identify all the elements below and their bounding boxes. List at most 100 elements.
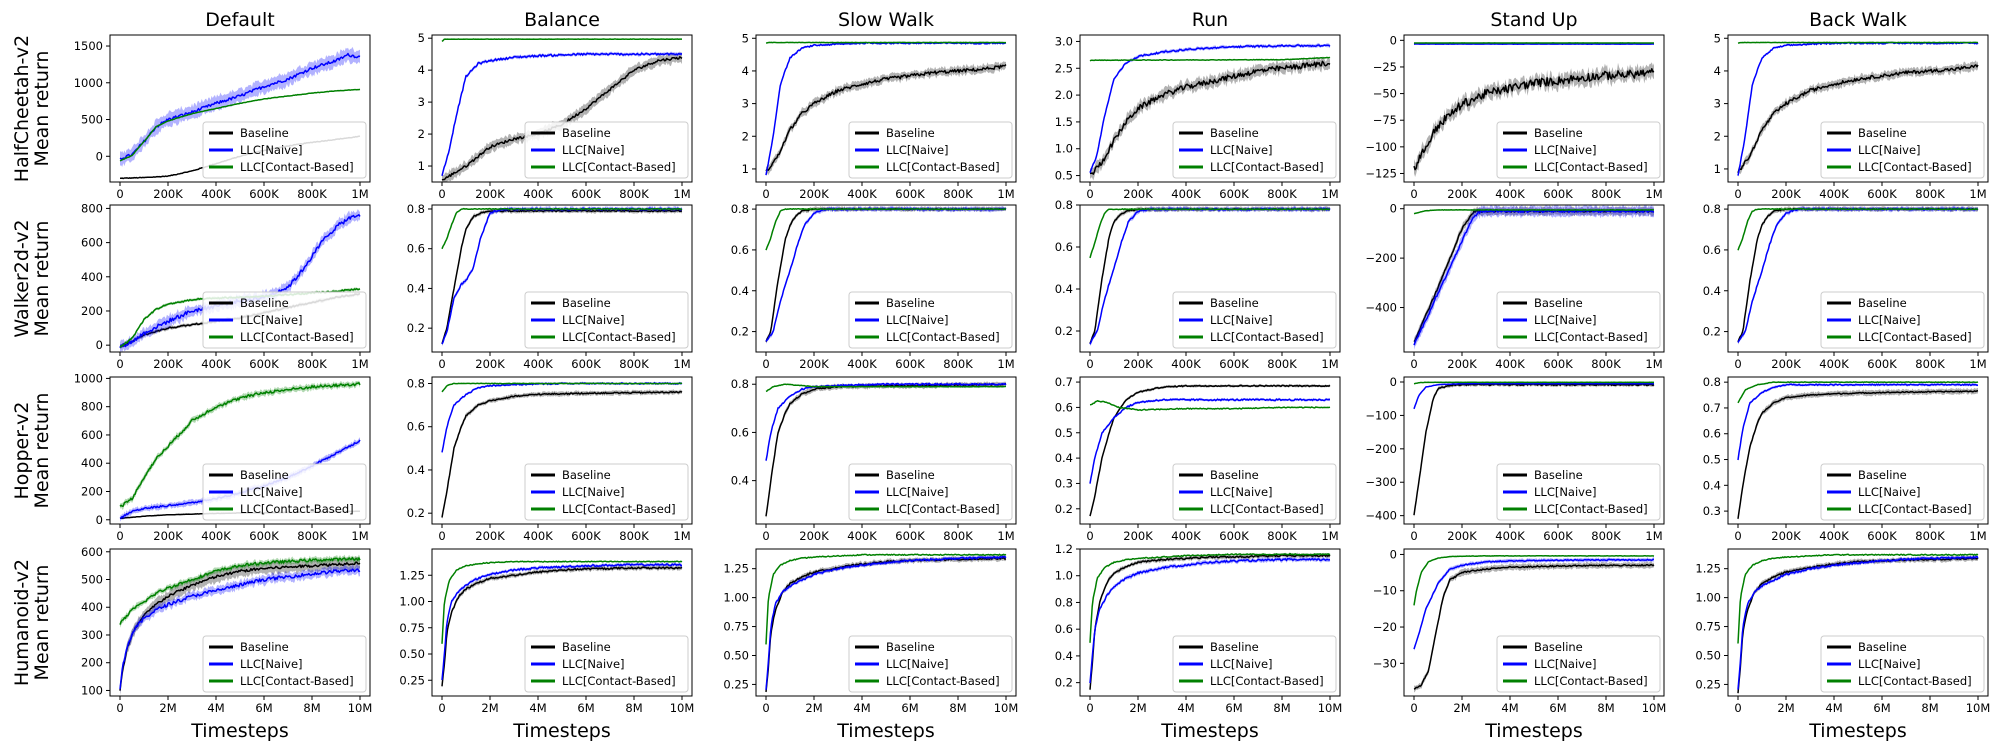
legend-label-llc-contact-based: LLC[Contact-Based] xyxy=(1210,330,1324,344)
series-line-llc-contact-based xyxy=(765,207,1007,251)
legend: Baseline LLC[Naive] LLC[Contact-Based] xyxy=(202,463,367,521)
y-tick-label: 0.4 xyxy=(1703,478,1721,492)
x-tick-label: 600K xyxy=(895,529,925,543)
y-tick-label: 300 xyxy=(81,628,103,642)
x-tick-label: 400K xyxy=(1495,529,1525,543)
legend-label-baseline: Baseline xyxy=(1210,640,1259,654)
legend-box xyxy=(1172,291,1337,349)
y-tick-label: 0.4 xyxy=(407,281,425,295)
x-tick-label: 6M xyxy=(901,701,918,715)
axes-frame xyxy=(1079,34,1341,183)
x-tick-label: 10M xyxy=(994,701,1019,715)
plot-area xyxy=(1413,554,1655,693)
x-tick-label: 200K xyxy=(799,357,829,371)
y-tick-label: 0 xyxy=(96,149,103,163)
x-tick-label: 400K xyxy=(847,529,877,543)
x-tick-label: 0 xyxy=(1734,357,1741,371)
plot-area xyxy=(1737,205,1979,345)
y-tick-label: 0.50 xyxy=(399,647,425,661)
y-tick-label: 200 xyxy=(81,484,103,498)
plot-area xyxy=(1089,552,1331,692)
y-tick-label: 0.8 xyxy=(1055,595,1073,609)
x-tick-label: 1M xyxy=(351,187,368,201)
legend-label-llc-contact-based: LLC[Contact-Based] xyxy=(562,160,676,174)
x-tick-label: 200K xyxy=(153,187,183,201)
subplot-walker2d-v2-slow-walk: 0 200K 400K 600K 800K 1M 0.2 0.4 0.6 0.8 Baseline L… xyxy=(731,202,1017,371)
y-tick-label: 0 xyxy=(1390,547,1397,561)
legend-label-llc-contact-based: LLC[Contact-Based] xyxy=(886,160,1000,174)
y-tick-label: 1.5 xyxy=(1055,115,1073,129)
x-tick-label: 8M xyxy=(625,701,642,715)
y-tick-label: 3 xyxy=(418,95,425,109)
subplot-walker2d-v2-balance: 0 200K 400K 600K 800K 1M 0.2 0.4 0.6 0.8 Baseline L… xyxy=(407,202,693,371)
series-line-llc-naive xyxy=(765,555,1007,690)
legend-box xyxy=(202,463,367,521)
legend-label-baseline: Baseline xyxy=(1534,296,1583,310)
x-tick-label: 400K xyxy=(1495,187,1525,201)
y-tick-label: 400 xyxy=(81,456,103,470)
x-tick-label: 0 xyxy=(1410,357,1417,371)
x-tick-label: 800K xyxy=(1267,187,1297,201)
legend-box xyxy=(1820,121,1985,179)
subplot-halfcheetah-v2-stand-up: 0 200K 400K 600K 800K 1M 0 −25 −50 −75 −100 −125 Bas… xyxy=(1365,33,1665,201)
row-label-env: Humanoid-v2 xyxy=(11,559,33,686)
legend-label-llc-naive: LLC[Naive] xyxy=(240,657,303,671)
y-tick-label: 0.6 xyxy=(407,420,425,434)
subplot-hopper-v2-slow-walk: 0 200K 400K 600K 800K 1M 0.4 0.6 0.8 Baseline LLC[… xyxy=(731,376,1017,543)
series-band-baseline xyxy=(442,51,682,182)
axes-frame xyxy=(431,34,693,183)
x-tick-label: 8M xyxy=(1273,701,1290,715)
y-tick-label: 0.8 xyxy=(407,376,425,390)
x-tick-label: 600K xyxy=(571,187,601,201)
x-tick-label: 8M xyxy=(1921,701,1938,715)
x-tick-label: 600K xyxy=(1219,187,1249,201)
x-tick-label: 8M xyxy=(949,701,966,715)
x-tick-label: 200K xyxy=(1447,357,1477,371)
legend-box xyxy=(1172,635,1337,693)
legend-label-baseline: Baseline xyxy=(1858,296,1907,310)
y-tick-label: 0.4 xyxy=(1055,451,1073,465)
legend-box xyxy=(1820,463,1985,521)
y-tick-label: 0.4 xyxy=(731,284,749,298)
y-tick-label: −30 xyxy=(1373,656,1397,670)
legend: Baseline LLC[Naive] LLC[Contact-Based] xyxy=(1820,463,1985,521)
column-title-stand-up: Stand Up xyxy=(1490,9,1577,31)
x-tick-label: 10M xyxy=(1642,701,1667,715)
legend-label-llc-naive: LLC[Naive] xyxy=(1210,143,1273,157)
x-tick-label: 1M xyxy=(1969,357,1986,371)
axes-frame xyxy=(109,548,371,697)
y-tick-label: 0.7 xyxy=(1055,375,1073,389)
series-line-baseline xyxy=(765,64,1007,172)
x-tick-label: 4M xyxy=(207,701,224,715)
x-tick-label: 800K xyxy=(297,187,327,201)
column-title-slow-walk: Slow Walk xyxy=(838,9,934,31)
x-tick-label: 0 xyxy=(1734,529,1741,543)
legend: Baseline LLC[Naive] LLC[Contact-Based] xyxy=(202,291,367,349)
subplot-humanoid-v2-balance: 0 2M 4M 6M 8M 10M 0.25 0.50 0.75 1.00 1.25 Baseline… xyxy=(399,548,694,715)
legend-label-llc-naive: LLC[Naive] xyxy=(886,313,949,327)
series-line-llc-naive xyxy=(441,563,682,681)
subplot-halfcheetah-v2-balance: 0 200K 400K 600K 800K 1M 1 2 3 4 5 Baseline LLC[Naiv… xyxy=(418,31,693,201)
x-tick-label: 200K xyxy=(475,187,505,201)
y-tick-label: 1 xyxy=(1714,162,1721,176)
y-tick-label: 400 xyxy=(81,270,103,284)
legend: Baseline LLC[Naive] LLC[Contact-Based] xyxy=(1496,635,1661,693)
x-tick-label: 800K xyxy=(1267,529,1297,543)
x-tick-label: 400K xyxy=(1819,529,1849,543)
legend-label-llc-contact-based: LLC[Contact-Based] xyxy=(886,502,1000,516)
column-title-back-walk: Back Walk xyxy=(1809,9,1907,31)
y-tick-label: 1500 xyxy=(74,39,103,53)
y-tick-label: 0.8 xyxy=(1703,375,1721,389)
legend: Baseline LLC[Naive] LLC[Contact-Based] xyxy=(1496,463,1661,521)
series-line-baseline xyxy=(1089,60,1331,175)
axes-frame xyxy=(755,548,1017,697)
x-tick-label: 200K xyxy=(1447,529,1477,543)
series-line-llc-contact-based xyxy=(441,560,683,644)
subplot-walker2d-v2-back-walk: 0 200K 400K 600K 800K 1M 0.2 0.4 0.6 0.8 Baseline L… xyxy=(1703,202,1989,371)
legend-label-baseline: Baseline xyxy=(562,640,611,654)
x-tick-label: 1M xyxy=(1645,187,1662,201)
series-line-llc-contact-based xyxy=(1737,553,1979,644)
x-tick-label: 0 xyxy=(438,529,445,543)
y-tick-label: −75 xyxy=(1373,113,1397,127)
